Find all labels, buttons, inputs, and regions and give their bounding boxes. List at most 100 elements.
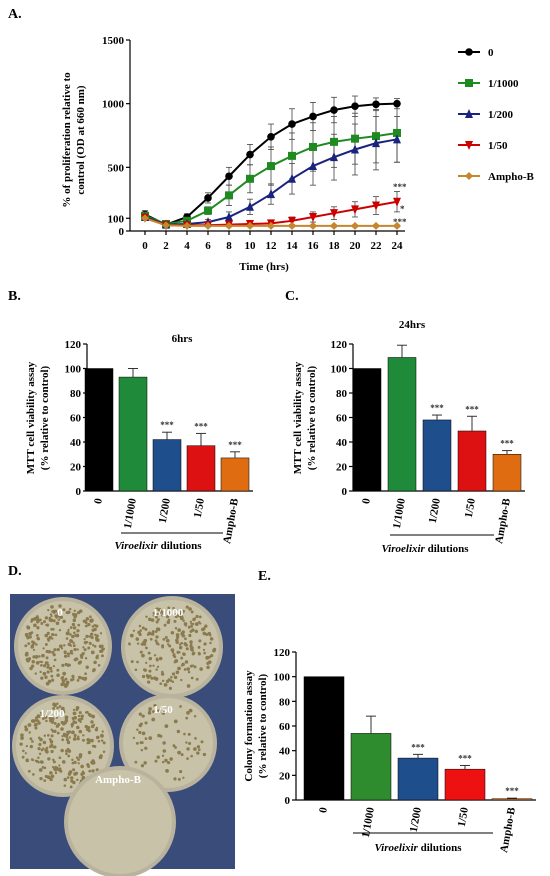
colony-dot xyxy=(72,618,77,623)
colony-dot xyxy=(173,675,178,680)
chart-a-marker-diamond xyxy=(225,221,233,230)
chart-a-marker-circle xyxy=(393,99,401,108)
colony-dot xyxy=(77,623,81,627)
colony-dot xyxy=(85,634,89,639)
colony-dot xyxy=(26,625,29,628)
colony-dot xyxy=(73,609,76,612)
chart-c-y-label-line-2: (% relative to control) xyxy=(306,365,318,470)
colony-dot xyxy=(78,729,83,734)
colony-dot xyxy=(58,604,62,608)
chart-a-marker-circle xyxy=(330,106,338,114)
colony-dot xyxy=(46,775,51,780)
colony-dot xyxy=(69,649,73,653)
colony-dot xyxy=(45,656,49,660)
chart-e-y-tick-label: 80 xyxy=(279,696,291,708)
chart-a-legend-label: Ampho-B xyxy=(488,171,535,183)
colony-dot xyxy=(203,651,206,655)
colony-dot xyxy=(175,633,180,637)
colony-dot xyxy=(72,644,76,647)
colony-dot xyxy=(71,716,74,720)
colony-dot xyxy=(184,624,187,627)
colony-dot xyxy=(174,627,178,630)
colony-dot xyxy=(58,705,62,708)
colony-dot xyxy=(21,755,25,759)
colony-dot xyxy=(150,618,155,622)
colony-dot xyxy=(164,724,169,729)
colony-dot xyxy=(79,720,82,723)
colony-dot xyxy=(98,644,103,649)
colony-dot xyxy=(48,635,53,640)
colony-dot xyxy=(177,666,181,671)
colony-dot xyxy=(158,656,163,661)
colony-dot xyxy=(48,716,52,720)
chart-a-marker-triangle xyxy=(288,173,296,183)
colony-dot xyxy=(67,628,70,632)
colony-dot xyxy=(164,758,168,763)
colony-dot xyxy=(78,711,82,715)
colony-dishes-photo: 0 1/1000 1/200 1/50 Ampho-B xyxy=(10,594,235,876)
colony-dot xyxy=(136,642,140,645)
colony-dot xyxy=(95,735,100,740)
colony-dot xyxy=(88,769,92,773)
dish-label-1-50: 1/50 xyxy=(153,704,173,716)
chart-b-bar xyxy=(152,439,182,492)
colony-dot xyxy=(19,742,23,746)
colony-dot xyxy=(74,721,78,724)
colony-dot xyxy=(171,680,175,683)
colony-dot xyxy=(63,732,66,736)
colony-dot xyxy=(38,655,41,658)
colony-dot xyxy=(28,731,31,734)
colony-dot xyxy=(153,703,157,708)
colony-dot xyxy=(90,632,94,636)
colony-dot xyxy=(155,620,159,624)
colony-formation-bar-chart: Colony formation assay (% relative to co… xyxy=(243,647,536,854)
colony-dot xyxy=(202,648,206,652)
colony-dot xyxy=(193,665,197,669)
chart-a-legend-label: 1/1000 xyxy=(488,78,519,90)
chart-a-marker-triangle xyxy=(393,134,401,144)
colony-dot xyxy=(85,665,89,669)
chart-b-y-tick-label: 120 xyxy=(65,339,82,351)
colony-dot xyxy=(66,747,70,751)
colony-dot xyxy=(40,748,44,752)
colony-dot xyxy=(76,778,79,782)
colony-dot xyxy=(191,622,195,626)
colony-dot xyxy=(100,739,104,742)
chart-a-x-tick-label: 2 xyxy=(163,240,169,252)
chart-a-marker-circle xyxy=(288,120,296,128)
colony-dot xyxy=(132,736,136,740)
chart-a-y-tick-label: 100 xyxy=(108,213,125,225)
colony-dot xyxy=(100,733,104,738)
colony-dot xyxy=(157,608,161,612)
colony-dot xyxy=(77,758,80,762)
colony-dot xyxy=(162,637,166,641)
colony-dot xyxy=(35,661,40,665)
colony-dot xyxy=(170,648,175,653)
colony-dot xyxy=(71,652,74,655)
chart-e-y-tick-label: 0 xyxy=(285,795,291,807)
colony-dot xyxy=(82,738,85,742)
colony-dot xyxy=(88,635,92,638)
colony-dot xyxy=(165,769,169,773)
colony-dot xyxy=(138,723,142,728)
colony-dot xyxy=(73,760,77,765)
colony-dot xyxy=(55,716,59,719)
colony-dot xyxy=(47,663,50,667)
colony-dot xyxy=(32,648,36,652)
colony-dot xyxy=(50,728,53,731)
chart-c-significance-label: *** xyxy=(465,404,479,414)
colony-dot xyxy=(47,609,50,612)
colony-dot xyxy=(84,657,88,660)
colony-dot xyxy=(154,759,158,763)
chart-a-marker-triangle xyxy=(309,161,317,171)
chart-a-x-tick-label: 6 xyxy=(205,240,211,252)
colony-dot xyxy=(60,727,64,731)
colony-dot xyxy=(144,646,148,650)
colony-dot xyxy=(136,660,139,664)
colony-dot xyxy=(33,724,36,727)
colony-dot xyxy=(48,745,52,749)
chart-e-bar xyxy=(303,676,345,801)
chart-e-y-tick-label: 20 xyxy=(279,770,291,782)
chart-c-category-label: 0 xyxy=(360,497,373,505)
colony-dot xyxy=(129,633,134,638)
